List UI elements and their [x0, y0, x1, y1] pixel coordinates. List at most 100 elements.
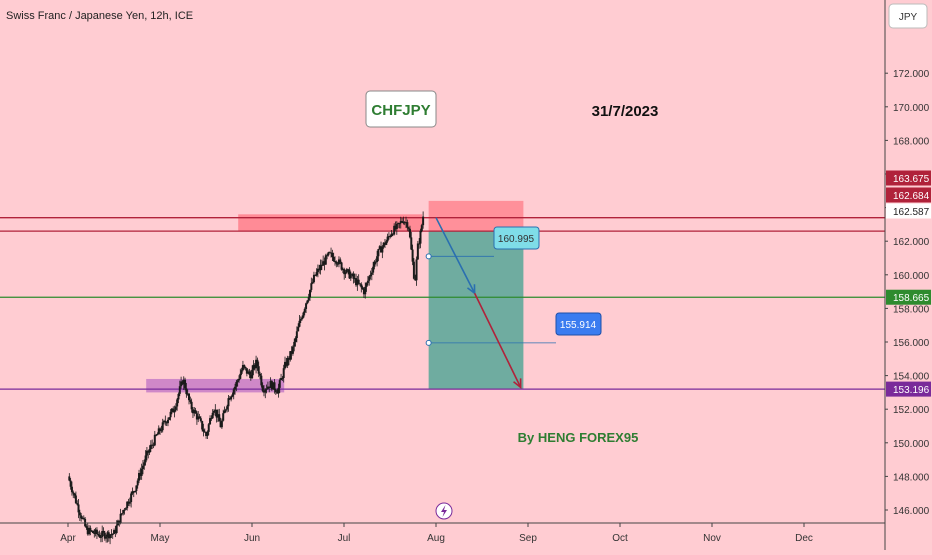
candle-body	[156, 434, 159, 436]
candle-body	[399, 221, 402, 224]
candle-body	[128, 502, 131, 504]
candle-body	[149, 444, 152, 450]
candle-body	[407, 227, 410, 229]
x-tick-label: May	[151, 533, 170, 544]
candle-body	[253, 364, 256, 369]
take-profit-zone	[428, 231, 524, 390]
target1-anchor[interactable]	[425, 253, 432, 260]
target2-anchor[interactable]	[425, 339, 432, 346]
candle-body	[298, 320, 301, 327]
candle-body	[401, 221, 404, 223]
candle-body	[330, 252, 333, 254]
candle-body	[291, 346, 294, 354]
candle-body	[226, 406, 229, 410]
candle-body	[153, 434, 156, 446]
candle-body	[205, 432, 208, 436]
candle-body	[261, 385, 264, 391]
candle-body	[88, 527, 91, 535]
currency-button[interactable]: JPY	[888, 3, 928, 29]
candle-body	[252, 364, 255, 370]
candle-body	[335, 261, 338, 264]
candle-body	[110, 534, 113, 536]
candle-body	[303, 308, 306, 313]
candle-body	[378, 246, 381, 250]
candle-body	[102, 531, 105, 533]
candle-body	[165, 422, 168, 424]
candle-body	[86, 527, 89, 535]
candle-body	[220, 420, 223, 428]
candle-body	[111, 533, 114, 535]
candle-body	[195, 413, 198, 420]
candle-body	[416, 243, 419, 260]
candle-body	[274, 390, 277, 393]
candle-body	[151, 444, 154, 446]
candle-body	[170, 408, 173, 412]
candle-body	[259, 373, 262, 376]
currency-button-bg[interactable]	[888, 3, 928, 29]
price-badge-label: 162.684	[893, 191, 930, 202]
arrow-to-target1	[435, 217, 476, 294]
candles-layer	[68, 211, 425, 545]
candle-body	[136, 480, 139, 486]
candle-body	[139, 472, 142, 476]
candle-body	[189, 400, 192, 402]
candle-body	[222, 413, 225, 421]
candle-body	[295, 331, 298, 339]
candle-body	[76, 503, 79, 505]
candle-body	[236, 380, 239, 382]
target2-label-group[interactable]: 155.914	[555, 312, 602, 336]
currency-button-label[interactable]: JPY	[899, 12, 918, 23]
target2-badge[interactable]	[555, 312, 602, 336]
target1-label-group[interactable]: 160.995	[493, 226, 540, 250]
candle-body	[127, 501, 130, 504]
candle-body	[315, 272, 318, 276]
candle-body	[82, 517, 85, 519]
candle-body	[326, 255, 329, 257]
candle-body	[243, 364, 246, 367]
candle-body	[161, 422, 164, 431]
candle-body	[155, 434, 158, 436]
candle-body	[134, 490, 137, 492]
target1-badge[interactable]	[493, 226, 540, 250]
candle-body	[372, 266, 375, 273]
y-tick-label: 158.000	[893, 304, 930, 315]
stop-loss-zone	[428, 200, 524, 232]
candle-body	[266, 386, 269, 389]
lightning-button[interactable]	[435, 502, 453, 520]
candle-body	[281, 377, 284, 379]
candle-body	[227, 398, 230, 407]
x-tick-label: Oct	[612, 533, 628, 544]
candle-body	[114, 530, 117, 533]
candle-body	[328, 252, 331, 254]
candle-body	[284, 361, 287, 369]
candle-body	[337, 259, 340, 265]
price-badge	[886, 170, 931, 186]
candle-body	[166, 419, 169, 424]
candle-body	[264, 389, 267, 393]
x-tick-label: Jul	[338, 533, 351, 544]
candle-body	[322, 261, 325, 266]
candle-body	[126, 501, 129, 509]
x-tick-label: Nov	[703, 533, 721, 544]
candle-body	[405, 222, 408, 224]
candle-body	[395, 223, 398, 230]
candle-body	[419, 230, 422, 244]
candle-body	[351, 273, 354, 276]
candle-body	[199, 418, 202, 422]
candle-body	[269, 381, 272, 388]
candle-body	[397, 223, 400, 225]
candle-body	[368, 276, 371, 281]
candle-body	[268, 386, 271, 388]
candle-body	[206, 431, 209, 436]
candle-body	[185, 388, 188, 395]
candle-body	[207, 424, 210, 432]
candle-body	[318, 268, 321, 271]
candle-body	[209, 418, 212, 425]
candle-body	[333, 261, 336, 263]
candle-body	[109, 534, 112, 539]
candle-body	[198, 416, 201, 419]
candle-body	[415, 259, 418, 281]
price-badge	[886, 203, 931, 219]
candle-body	[202, 429, 205, 432]
